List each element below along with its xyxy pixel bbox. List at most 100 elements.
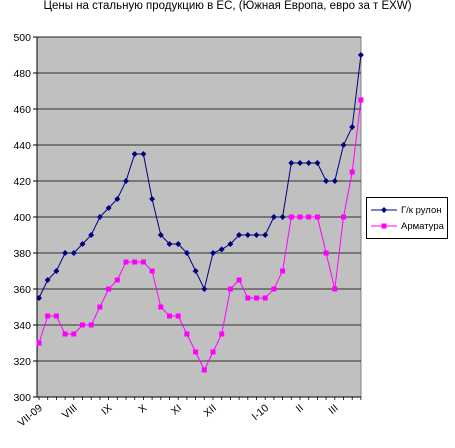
series-1-point-11 bbox=[132, 259, 138, 265]
x-tick-label-8: III bbox=[326, 402, 340, 417]
series-0-point-26 bbox=[262, 232, 269, 238]
series-1-point-16 bbox=[175, 313, 181, 319]
series-1-point-23 bbox=[236, 277, 242, 283]
x-tick-label-0: VII-09 bbox=[16, 402, 45, 429]
series-0-point-15 bbox=[166, 241, 173, 247]
series-1-point-27 bbox=[271, 286, 277, 292]
series-1-point-10 bbox=[123, 259, 129, 265]
series-0-point-11 bbox=[131, 151, 138, 157]
series-0-point-3 bbox=[62, 250, 69, 256]
y-tick-label-440: 440 bbox=[13, 140, 31, 152]
series-0-point-23 bbox=[236, 232, 243, 238]
series-0-point-7 bbox=[96, 214, 103, 220]
legend-label-rebar: Арматура bbox=[401, 220, 444, 232]
x-tick-label-3: X bbox=[136, 402, 149, 416]
series-1-point-15 bbox=[167, 313, 172, 319]
series-1-point-2 bbox=[53, 313, 59, 319]
series-1-point-13 bbox=[149, 268, 155, 274]
x-tick-label-1: VIII bbox=[60, 402, 80, 421]
series-0-point-19 bbox=[201, 286, 208, 292]
series-1-point-17 bbox=[184, 331, 190, 337]
y-tick-label-400: 400 bbox=[13, 212, 31, 224]
x-tick-label-2: IX bbox=[99, 402, 114, 418]
y-tick-label-460: 460 bbox=[13, 104, 31, 116]
series-0-point-4 bbox=[70, 250, 77, 256]
series-0-point-17 bbox=[183, 250, 190, 256]
series-1-point-7 bbox=[97, 304, 103, 310]
series-0-point-34 bbox=[331, 178, 338, 184]
series-0-point-8 bbox=[105, 205, 112, 211]
series-0-point-25 bbox=[253, 232, 260, 238]
series-1-point-33 bbox=[323, 250, 329, 256]
series-1-point-5 bbox=[80, 322, 85, 328]
series-1-point-36 bbox=[349, 169, 355, 175]
y-tick-label-300: 300 bbox=[13, 392, 31, 404]
y-tick-label-340: 340 bbox=[13, 320, 31, 332]
series-1-point-34 bbox=[332, 286, 338, 292]
series-1-point-28 bbox=[280, 268, 286, 274]
series-1-point-30 bbox=[297, 214, 303, 220]
series-0-point-36 bbox=[349, 124, 356, 130]
series-0-point-33 bbox=[323, 178, 330, 184]
series-0-point-30 bbox=[297, 160, 303, 166]
series-0-point-0 bbox=[36, 295, 42, 301]
legend-item-hot-rolled: Г/к рулон bbox=[371, 203, 441, 217]
series-0-point-29 bbox=[288, 160, 295, 166]
series-1-point-12 bbox=[140, 259, 146, 265]
series-1-point-0 bbox=[36, 340, 42, 346]
series-0-point-27 bbox=[270, 214, 277, 220]
legend: Г/к рулон Арматура bbox=[366, 197, 448, 239]
series-0-point-24 bbox=[244, 232, 251, 238]
series-1-point-6 bbox=[88, 322, 94, 328]
legend-swatch-rebar bbox=[371, 223, 397, 229]
series-0-point-13 bbox=[149, 196, 156, 202]
series-1-point-14 bbox=[158, 304, 164, 310]
series-1-point-20 bbox=[210, 349, 216, 355]
series-0-point-21 bbox=[218, 246, 225, 253]
series-1-point-18 bbox=[193, 349, 199, 355]
series-0-point-10 bbox=[123, 178, 129, 184]
series-1-point-32 bbox=[314, 214, 320, 220]
series-1-point-1 bbox=[45, 313, 51, 319]
series-1-point-4 bbox=[71, 331, 77, 337]
chart-title: Цены на стальную продукцию в ЕС, (Южная … bbox=[43, 0, 412, 12]
series-0-point-12 bbox=[140, 151, 147, 157]
series-0-point-9 bbox=[114, 196, 121, 202]
series-1-point-24 bbox=[245, 295, 251, 301]
legend-item-rebar: Арматура bbox=[371, 219, 444, 233]
x-tick-label-5: XII bbox=[201, 402, 219, 419]
legend-swatch-hot-rolled bbox=[371, 207, 397, 213]
series-1-point-19 bbox=[201, 367, 207, 373]
y-tick-label-420: 420 bbox=[13, 176, 31, 188]
series-1-point-37 bbox=[358, 97, 364, 103]
series-0-point-35 bbox=[340, 142, 347, 148]
series-1-point-22 bbox=[227, 286, 233, 292]
series-0-point-5 bbox=[79, 241, 86, 247]
series-1-point-9 bbox=[114, 277, 120, 283]
series-1-point-29 bbox=[288, 214, 294, 220]
series-0-point-32 bbox=[314, 160, 321, 166]
y-tick-label-380: 380 bbox=[13, 248, 31, 260]
series-0-point-20 bbox=[210, 250, 216, 256]
series-0-point-28 bbox=[279, 214, 286, 220]
series-1-point-25 bbox=[254, 295, 259, 301]
x-tick-label-6: I-10 bbox=[250, 402, 272, 423]
series-0-point-31 bbox=[305, 160, 312, 166]
series-1-point-21 bbox=[219, 331, 225, 337]
series-1-point-35 bbox=[341, 214, 346, 220]
x-tick-label-4: XI bbox=[169, 402, 184, 418]
series-0-point-22 bbox=[227, 241, 234, 247]
y-tick-label-500: 500 bbox=[13, 32, 31, 44]
series-1-point-3 bbox=[62, 331, 68, 337]
series-0-point-16 bbox=[175, 241, 182, 247]
series-0-point-1 bbox=[44, 277, 51, 283]
series-1-point-26 bbox=[262, 295, 268, 301]
series-0-point-18 bbox=[192, 268, 199, 274]
series-0-point-6 bbox=[88, 232, 95, 238]
y-tick-label-360: 360 bbox=[13, 284, 31, 296]
legend-label-hot-rolled: Г/к рулон bbox=[401, 204, 442, 216]
series-1-point-8 bbox=[106, 286, 112, 292]
series-0-point-2 bbox=[53, 268, 60, 274]
x-tick-label-7: II bbox=[294, 402, 306, 415]
